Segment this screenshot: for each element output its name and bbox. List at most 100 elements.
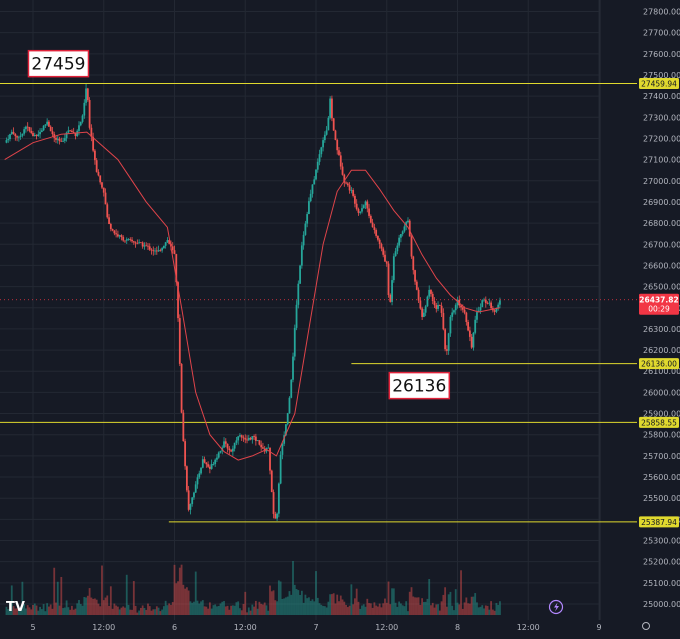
- price-levels[interactable]: [0, 82, 637, 523]
- candle-body: [396, 245, 399, 252]
- time-axis[interactable]: 5 12:00 6 12:00 7 12:00 8 12:00 9: [30, 623, 601, 632]
- candle-body: [150, 249, 153, 251]
- candle-body: [178, 318, 181, 364]
- candle-body: [380, 244, 383, 249]
- volume-bar: [51, 608, 54, 615]
- candle-body: [449, 316, 452, 334]
- price-tick-label: 26100.00: [643, 367, 680, 376]
- volume-bar: [355, 588, 358, 615]
- volume-bar: [265, 605, 268, 615]
- price-axis[interactable]: 25000.0025100.0025200.0025300.0025400.00…: [643, 8, 680, 610]
- candle-body: [253, 436, 255, 437]
- candle-body: [49, 126, 52, 132]
- lightning-icon[interactable]: [548, 599, 564, 615]
- volume-bar: [380, 607, 383, 615]
- volume-bar: [125, 574, 128, 615]
- candle-body: [373, 227, 376, 231]
- tradingview-logo[interactable]: TV: [6, 600, 25, 615]
- volume-bar: [117, 606, 119, 615]
- candle-body: [72, 132, 75, 133]
- candle-body: [407, 220, 409, 223]
- candle-body: [490, 302, 493, 309]
- volume-bar: [396, 606, 399, 615]
- volume-bar: [63, 607, 66, 615]
- candle-body: [122, 237, 125, 241]
- candle-body: [408, 220, 411, 237]
- volume-bar: [384, 598, 386, 615]
- candle-body: [369, 215, 372, 223]
- volume-bar: [239, 608, 241, 615]
- volume-bar: [26, 605, 29, 615]
- volume-bar: [148, 606, 151, 615]
- volume-bar: [14, 608, 17, 615]
- candle-body: [26, 126, 29, 128]
- volume-bar: [316, 597, 319, 615]
- volume-bar: [127, 604, 130, 615]
- volume-bar: [318, 603, 321, 615]
- level-price-tag: [639, 416, 679, 428]
- candle-body: [171, 246, 174, 251]
- volume-bar: [414, 597, 416, 615]
- current-price-label: 26437.82: [639, 296, 678, 305]
- candle-body: [415, 281, 418, 290]
- candle-body: [136, 243, 139, 245]
- candle-body: [297, 283, 300, 305]
- time-tick-label: 6: [172, 623, 177, 632]
- candle-body: [359, 211, 362, 213]
- volume-bar: [286, 596, 289, 615]
- volume-bar: [491, 609, 494, 615]
- volume-bar: [440, 601, 443, 615]
- candle-body: [442, 312, 445, 330]
- candle-body: [325, 130, 328, 135]
- price-tick-label: 26000.00: [643, 388, 680, 397]
- volume-bar: [90, 597, 93, 615]
- countdown-label: 00:29: [648, 305, 670, 314]
- volume-bar: [433, 607, 436, 615]
- price-axis-tags: 27459.94 26136.00 25858.55 25387.94 26437.82…: [639, 77, 679, 528]
- candle-body: [85, 88, 87, 103]
- candle-body: [258, 440, 261, 445]
- candle-body: [299, 265, 301, 284]
- price-tick-label: 25900.00: [643, 410, 680, 419]
- price-tick-label: 25000.00: [643, 600, 680, 609]
- volume-bar: [490, 601, 493, 615]
- candle-body: [384, 254, 386, 262]
- volume-bar: [322, 605, 324, 615]
- volume-bar: [288, 591, 291, 615]
- volume-bar: [297, 590, 300, 615]
- candle-body: [182, 412, 185, 442]
- volume-bar: [270, 591, 273, 615]
- level-price-tag: [639, 358, 679, 370]
- candle-body: [322, 140, 324, 148]
- volume-bar: [214, 604, 217, 615]
- candle-body: [9, 134, 11, 140]
- volume-bar: [230, 605, 232, 615]
- volume-bar: [37, 610, 40, 615]
- candle-body: [341, 166, 344, 175]
- volume-bar: [233, 605, 236, 615]
- volume-bar: [71, 605, 73, 615]
- candle-body: [350, 190, 353, 191]
- volume-bar: [497, 604, 500, 615]
- volume-bar: [258, 601, 261, 615]
- candle-body: [382, 248, 385, 255]
- volume-bar: [460, 570, 462, 615]
- volume-bar: [35, 605, 38, 615]
- volume-bar: [368, 603, 370, 615]
- volume-bar: [302, 602, 305, 615]
- price-tick-label: 26800.00: [643, 219, 680, 228]
- volume-bar: [23, 604, 26, 615]
- candle-body: [481, 300, 484, 308]
- volume-bar: [410, 587, 413, 615]
- volume-bar: [445, 606, 448, 615]
- current-price-tag: [639, 293, 679, 315]
- volume-bar: [375, 605, 378, 615]
- level-price-tag-label: 25858.55: [641, 418, 677, 427]
- candle-body: [274, 513, 277, 519]
- settings-icon[interactable]: [642, 622, 650, 630]
- volume-bar: [437, 604, 439, 615]
- candle-body: [428, 289, 431, 297]
- candle-body: [378, 239, 381, 245]
- volume-bar: [463, 602, 466, 615]
